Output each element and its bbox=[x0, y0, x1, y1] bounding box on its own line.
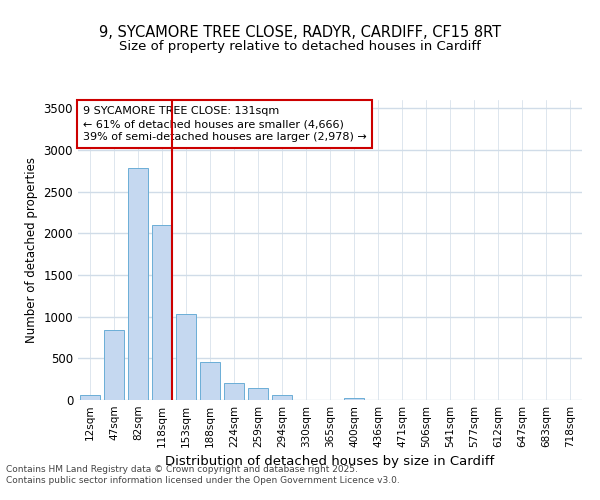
Bar bbox=[104, 330, 124, 400]
Bar bbox=[200, 362, 220, 400]
Bar bbox=[248, 388, 268, 400]
Text: Contains HM Land Registry data © Crown copyright and database right 2025.: Contains HM Land Registry data © Crown c… bbox=[6, 465, 358, 474]
Y-axis label: Number of detached properties: Number of detached properties bbox=[25, 157, 38, 343]
Bar bbox=[176, 314, 196, 400]
Text: Size of property relative to detached houses in Cardiff: Size of property relative to detached ho… bbox=[119, 40, 481, 53]
Text: 9, SYCAMORE TREE CLOSE, RADYR, CARDIFF, CF15 8RT: 9, SYCAMORE TREE CLOSE, RADYR, CARDIFF, … bbox=[99, 25, 501, 40]
Bar bbox=[80, 396, 100, 400]
Bar bbox=[152, 225, 172, 400]
Bar bbox=[128, 168, 148, 400]
X-axis label: Distribution of detached houses by size in Cardiff: Distribution of detached houses by size … bbox=[166, 456, 494, 468]
Text: Contains public sector information licensed under the Open Government Licence v3: Contains public sector information licen… bbox=[6, 476, 400, 485]
Text: 9 SYCAMORE TREE CLOSE: 131sqm
← 61% of detached houses are smaller (4,666)
39% o: 9 SYCAMORE TREE CLOSE: 131sqm ← 61% of d… bbox=[83, 106, 367, 142]
Bar bbox=[344, 398, 364, 400]
Bar bbox=[272, 396, 292, 400]
Bar bbox=[224, 382, 244, 400]
